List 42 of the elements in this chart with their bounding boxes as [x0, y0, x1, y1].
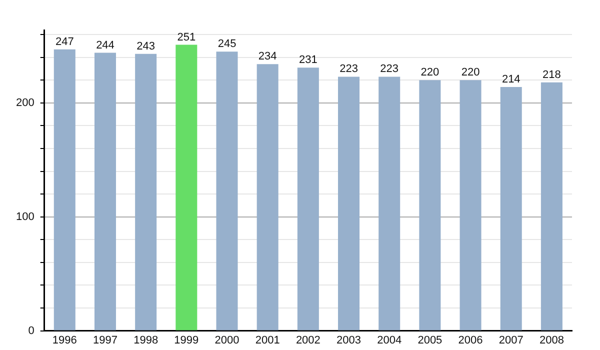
x-tick-label: 2005 [418, 334, 442, 346]
data-label: 244 [96, 39, 114, 52]
bar [176, 44, 198, 330]
bar [94, 52, 116, 330]
data-label: 251 [177, 31, 196, 44]
data-label: 231 [298, 54, 318, 66]
bar [216, 52, 238, 330]
data-label: 247 [55, 36, 74, 48]
bar [297, 68, 319, 330]
x-tick-label: 2001 [255, 334, 280, 346]
x-tick-label: 2003 [336, 334, 362, 346]
x-tick-label: 2008 [539, 334, 564, 346]
bar [500, 86, 522, 330]
y-tick-label: 0 [28, 324, 34, 337]
bar [338, 76, 360, 330]
x-tick-label: 1997 [92, 334, 118, 346]
data-label: 245 [218, 38, 236, 50]
bar [419, 80, 441, 330]
bar [540, 82, 562, 330]
x-tick-label: 1999 [174, 334, 199, 346]
data-label: 223 [340, 63, 358, 76]
bar [135, 54, 157, 330]
x-tick-label: 2000 [214, 334, 240, 346]
bar [378, 76, 400, 330]
x-tick-label: 2007 [498, 334, 524, 346]
x-tick-label: 1996 [52, 334, 77, 346]
y-tick-label: 100 [16, 210, 34, 223]
data-label: 243 [136, 40, 156, 52]
data-label: 214 [502, 74, 520, 86]
data-label: 220 [461, 66, 480, 79]
data-label: 223 [380, 63, 399, 76]
x-tick-label: 2006 [458, 334, 483, 346]
data-label: 218 [542, 68, 561, 81]
x-tick-label: 2002 [296, 334, 320, 346]
data-label: 220 [420, 66, 440, 79]
bar [256, 64, 278, 330]
bar [54, 49, 76, 330]
data-label: 234 [258, 50, 277, 63]
x-tick-label: 2004 [377, 334, 402, 346]
x-tick-label: 1998 [134, 334, 158, 346]
bar [460, 80, 482, 330]
y-tick-label: 200 [16, 96, 34, 109]
